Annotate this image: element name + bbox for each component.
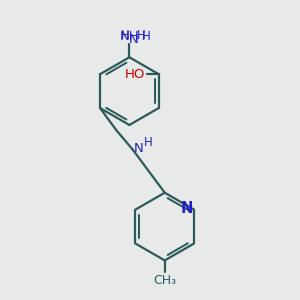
Text: H: H — [144, 136, 152, 149]
Text: NH: NH — [120, 30, 139, 43]
Text: N: N — [181, 201, 193, 216]
Text: H: H — [121, 29, 130, 42]
Text: HO: HO — [125, 68, 146, 81]
Text: CH₃: CH₃ — [153, 274, 176, 287]
Text: H: H — [137, 29, 146, 42]
Text: H: H — [142, 30, 150, 43]
Text: N: N — [128, 33, 138, 46]
Text: N: N — [134, 142, 143, 154]
